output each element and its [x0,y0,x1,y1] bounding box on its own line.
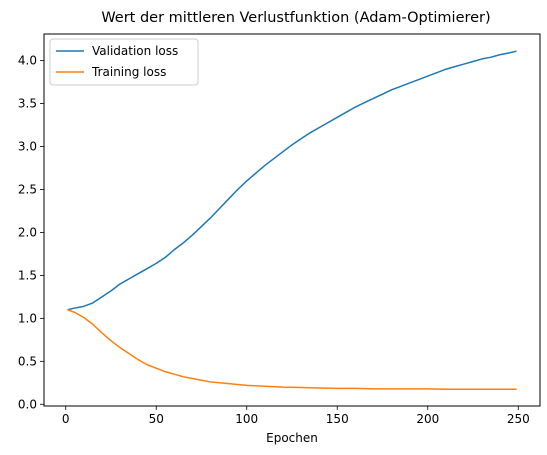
legend-label-validation-loss: Validation loss [92,44,178,58]
chart-title: Wert der mittleren Verlustfunktion (Adam… [101,10,490,26]
x-tick-label: 50 [149,412,164,426]
y-tick-label: 3.0 [18,140,37,154]
y-tick-label: 2.0 [18,225,37,239]
x-axis-label: Epochen [266,431,318,445]
plot-frame [43,33,541,407]
series-line-training-loss [67,309,517,390]
y-tick-label: 4.0 [18,54,37,68]
x-tick-label: 100 [235,412,258,426]
x-axis-ticks: 0 50 100 150 200 250 [62,406,530,426]
series-line-validation-loss [67,50,517,311]
legend: Validation loss Training loss [49,38,199,86]
x-tick-label: 150 [326,412,349,426]
legend-label-training-loss: Training loss [91,65,166,79]
y-axis-ticks: 0.0 0.5 1.0 1.5 2.0 2.5 3.0 3.5 4.0 [18,54,44,411]
y-tick-label: 2.5 [18,183,37,197]
y-tick-label: 3.5 [18,97,37,111]
y-tick-label: 0.0 [18,397,37,411]
y-tick-label: 1.5 [18,268,37,282]
legend-box [49,38,199,86]
y-tick-label: 0.5 [18,354,37,368]
x-tick-label: 250 [507,412,530,426]
y-tick-label: 1.0 [18,311,37,325]
x-tick-label: 0 [62,412,70,426]
plot-series [67,50,517,390]
x-tick-label: 200 [416,412,439,426]
